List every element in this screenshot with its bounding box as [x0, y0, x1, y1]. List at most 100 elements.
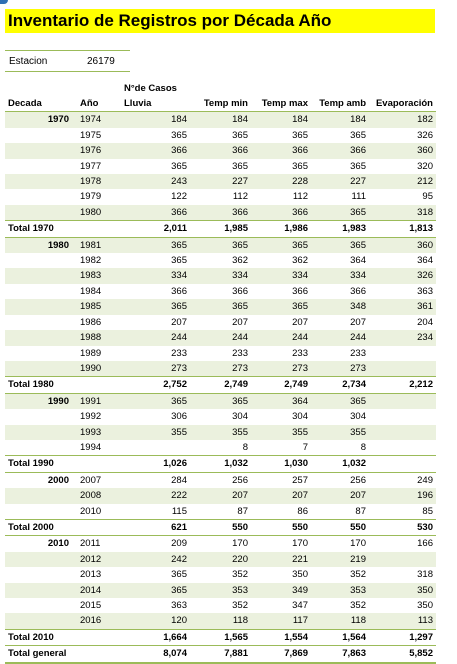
value-cell	[369, 424, 436, 440]
decade-total-label[interactable]: Total 1990	[5, 455, 77, 473]
decade-cell-empty	[5, 268, 77, 284]
value-cell: 349	[251, 582, 311, 598]
year-cell[interactable]: 1984	[80, 285, 102, 297]
value-cell: 227	[190, 174, 251, 190]
station-filter[interactable]: Estacion 26179	[5, 50, 130, 72]
year-cell[interactable]: 1985	[77, 299, 121, 315]
table-row: 2012 242 220 221 219	[5, 551, 436, 568]
col-header-lluvia[interactable]: Lluvia	[121, 96, 190, 113]
total-value-cell: 530	[369, 518, 436, 537]
year-cell[interactable]: 2015	[80, 600, 102, 611]
value-cell: 118	[311, 613, 369, 630]
table-row: 1994 8 7 8	[5, 440, 436, 456]
decade-label[interactable]: 2010	[47, 538, 69, 550]
year-cell[interactable]: 1990	[77, 360, 121, 377]
year-cell[interactable]: 2014	[77, 582, 121, 598]
col-header-temp-min[interactable]: Temp min	[190, 96, 251, 113]
value-cell: 85	[422, 505, 433, 517]
col-header-evaporacion[interactable]: Evaporación	[369, 96, 436, 113]
year-cell[interactable]: 1991	[77, 393, 121, 410]
col-header-decada[interactable]: Decada	[5, 96, 77, 113]
year-cell[interactable]: 1983	[77, 268, 121, 284]
col-header-temp-max[interactable]: Temp max	[251, 96, 311, 113]
value-cell: 365	[350, 160, 366, 172]
decade-total-label[interactable]: Total 1980	[5, 376, 77, 394]
value-cell	[369, 551, 436, 568]
total-value-cell: 1,297	[369, 628, 436, 647]
year-cell[interactable]: 1986	[80, 316, 102, 328]
value-cell: 365	[171, 129, 187, 141]
value-cell: 365	[311, 237, 369, 254]
value-cell: 352	[232, 600, 248, 611]
decade-label[interactable]: 1990	[5, 393, 77, 410]
value-cell: 365	[171, 255, 187, 267]
col-header-ano[interactable]: Año	[77, 96, 121, 113]
decade-cell-empty	[5, 253, 77, 268]
year-cell[interactable]: 1974	[77, 111, 121, 128]
year-cell[interactable]: 2011	[80, 538, 101, 550]
value-cell: 304	[232, 411, 248, 423]
year-cell[interactable]: 2008	[77, 488, 121, 504]
year-cell[interactable]: 1988	[77, 330, 121, 346]
value-cell: 220	[190, 551, 251, 568]
year-cell[interactable]: 1977	[80, 160, 102, 172]
total-value-cell: 1,032	[190, 455, 251, 473]
year-cell[interactable]: 1989	[80, 347, 102, 359]
value-cell: 334	[311, 268, 369, 284]
value-cell: 244	[121, 330, 190, 346]
col-header-temp-amb[interactable]: Temp amb	[311, 96, 369, 113]
table-row: 2016 120 118 117 118 113	[5, 613, 436, 630]
table-row: 1985 365 365 365 348 361	[5, 299, 436, 315]
decade-cell-empty	[5, 189, 77, 204]
year-cell[interactable]: 1976	[77, 143, 121, 159]
decade-total-label[interactable]: Total 1970	[5, 220, 77, 238]
value-cell: 366	[190, 143, 251, 159]
pivot-table: N°de Casos Decada Año Lluvia Temp min Te…	[5, 82, 436, 664]
year-cell[interactable]: 1993	[77, 424, 121, 440]
decade-total-label[interactable]: Total 2010	[5, 628, 77, 647]
value-cell: 244	[311, 330, 369, 346]
grand-total-value: 7,881	[190, 645, 251, 664]
year-cell[interactable]: 1981	[77, 237, 121, 254]
table-row: 1978 243 227 228 227 212	[5, 174, 436, 190]
value-cell: 284	[171, 474, 187, 486]
total-value-cell: 550	[311, 518, 369, 537]
year-cell[interactable]: 2007	[80, 474, 102, 486]
total-value-cell: 1,983	[311, 220, 369, 238]
year-cell[interactable]: 1975	[80, 129, 102, 141]
year-cell[interactable]: 1980	[77, 204, 121, 221]
year-cell[interactable]: 1994	[80, 441, 102, 453]
decade-label[interactable]: 1970	[5, 111, 77, 128]
value-cell: 249	[417, 474, 433, 486]
decade-label[interactable]: 2000	[47, 474, 69, 486]
decade-cell-empty	[5, 504, 77, 520]
value-cell: 7	[302, 441, 308, 453]
decade-cell-empty	[5, 598, 77, 613]
value-cell: 86	[297, 505, 308, 517]
year-cell[interactable]: 2010	[80, 505, 102, 517]
total-value-cell: 1,986	[251, 220, 311, 238]
value-cell	[369, 440, 436, 456]
decade-label[interactable]: 1980	[5, 237, 77, 254]
decade-cell-empty	[5, 582, 77, 598]
year-cell[interactable]: 1982	[80, 255, 102, 267]
value-cell: 348	[311, 299, 369, 315]
station-value[interactable]: 26179	[87, 56, 115, 67]
year-cell[interactable]: 1978	[77, 174, 121, 190]
value-cell: 366	[190, 204, 251, 221]
year-cell[interactable]: 1979	[80, 191, 102, 203]
year-cell[interactable]: 2013	[80, 569, 102, 581]
value-cell: 365	[232, 160, 248, 172]
year-cell[interactable]: 2016	[77, 613, 121, 630]
value-cell: 361	[369, 299, 436, 315]
year-cell[interactable]: 2012	[77, 551, 121, 568]
year-cell[interactable]: 1992	[80, 411, 102, 423]
table-row: 1979 122 112 112 111 95	[5, 189, 436, 204]
decade-total-label[interactable]: Total 2000	[5, 518, 77, 537]
station-label: Estacion	[9, 56, 48, 67]
decade-cell-empty	[5, 346, 77, 361]
value-cell	[369, 409, 436, 424]
table-row: 1983 334 334 334 334 326	[5, 268, 436, 284]
value-cell: 320	[417, 160, 433, 172]
value-cell: 196	[369, 488, 436, 504]
